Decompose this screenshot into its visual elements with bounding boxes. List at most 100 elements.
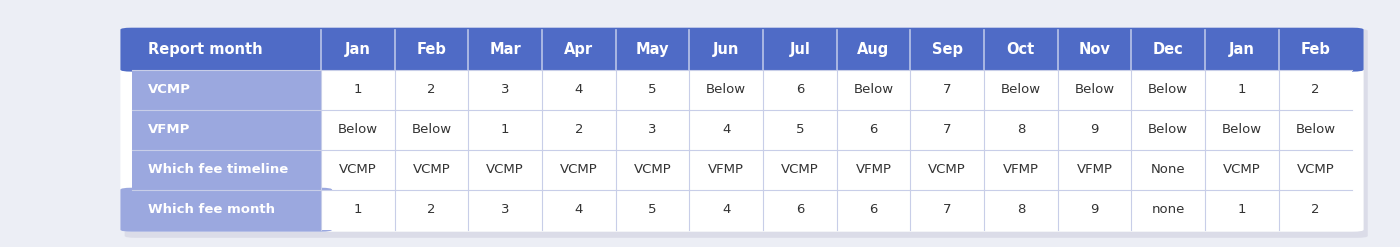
Bar [395,150,468,190]
Bar [984,70,1057,110]
Text: 7: 7 [944,83,952,96]
Text: Below: Below [1074,83,1114,96]
Bar [910,150,984,190]
Text: VCMP: VCMP [781,163,819,176]
Text: Which fee month: Which fee month [148,203,276,216]
FancyBboxPatch shape [120,28,1364,232]
Text: none: none [1152,203,1184,216]
Text: Which fee timeline: Which fee timeline [148,163,288,176]
Bar [1057,190,1131,230]
Text: 2: 2 [1312,83,1320,96]
Bar [132,190,321,210]
Bar [321,70,395,110]
Text: 3: 3 [648,123,657,136]
Bar [984,150,1057,190]
Text: 1: 1 [1238,83,1246,96]
Bar [616,190,689,230]
Bar [1131,110,1205,150]
FancyBboxPatch shape [120,188,332,232]
Bar [1205,110,1278,150]
Text: 4: 4 [574,203,582,216]
Bar [1131,190,1205,230]
Bar [395,110,468,150]
Text: 5: 5 [795,123,804,136]
Text: Jan: Jan [344,42,371,57]
Text: 2: 2 [574,123,582,136]
Text: Dec: Dec [1152,42,1183,57]
Text: Oct: Oct [1007,42,1035,57]
Text: Below: Below [1222,123,1261,136]
Bar [984,190,1057,230]
Text: 6: 6 [795,83,804,96]
Bar [542,150,616,190]
FancyBboxPatch shape [125,29,1368,238]
Text: VCMP: VCMP [634,163,672,176]
Text: VFMP: VFMP [148,123,190,136]
Bar [132,150,321,190]
Text: 7: 7 [944,123,952,136]
Bar [132,70,321,110]
Bar [1131,70,1205,110]
Bar [910,190,984,230]
Text: Below: Below [1295,123,1336,136]
Bar [984,110,1057,150]
Text: 4: 4 [722,203,731,216]
Text: 7: 7 [944,203,952,216]
Text: Below: Below [1148,123,1189,136]
Bar [1205,150,1278,190]
Text: 5: 5 [648,203,657,216]
Text: Below: Below [1001,83,1042,96]
FancyBboxPatch shape [120,28,1364,72]
Bar [468,150,542,190]
Bar [616,150,689,190]
Bar [837,150,910,190]
Text: VCMP: VCMP [148,83,192,96]
Text: VFMP: VFMP [1077,163,1113,176]
Text: 4: 4 [574,83,582,96]
Text: 3: 3 [501,203,510,216]
Bar [910,70,984,110]
Text: Jun: Jun [713,42,739,57]
Bar [1278,70,1352,110]
Bar [542,70,616,110]
Bar [468,70,542,110]
Text: 8: 8 [1016,203,1025,216]
Text: VCMP: VCMP [413,163,451,176]
Bar [763,190,837,230]
Text: 8: 8 [1016,123,1025,136]
Bar [468,190,542,230]
Text: 6: 6 [869,123,878,136]
Text: Below: Below [1148,83,1189,96]
Bar [132,54,1352,70]
Text: VCMP: VCMP [560,163,598,176]
Bar [542,190,616,230]
Bar [689,70,763,110]
Text: VFMP: VFMP [708,163,745,176]
Text: Jul: Jul [790,42,811,57]
Bar [837,110,910,150]
Text: Feb: Feb [416,42,447,57]
Text: Below: Below [412,123,451,136]
Bar [689,150,763,190]
Text: VCMP: VCMP [339,163,377,176]
Text: 6: 6 [869,203,878,216]
Bar [132,110,321,150]
Text: Report month: Report month [148,42,263,57]
Text: Nov: Nov [1078,42,1110,57]
Bar [1205,70,1278,110]
Text: None: None [1151,163,1186,176]
Bar [837,70,910,110]
Bar [1131,150,1205,190]
Bar [763,150,837,190]
Text: 9: 9 [1091,203,1099,216]
Text: Below: Below [854,83,893,96]
Text: 1: 1 [1238,203,1246,216]
Bar [395,70,468,110]
Bar [1278,150,1352,190]
Bar [321,190,395,230]
Text: Mar: Mar [489,42,521,57]
Text: 5: 5 [648,83,657,96]
Bar [1057,150,1131,190]
Bar [763,110,837,150]
Text: Sep: Sep [931,42,963,57]
